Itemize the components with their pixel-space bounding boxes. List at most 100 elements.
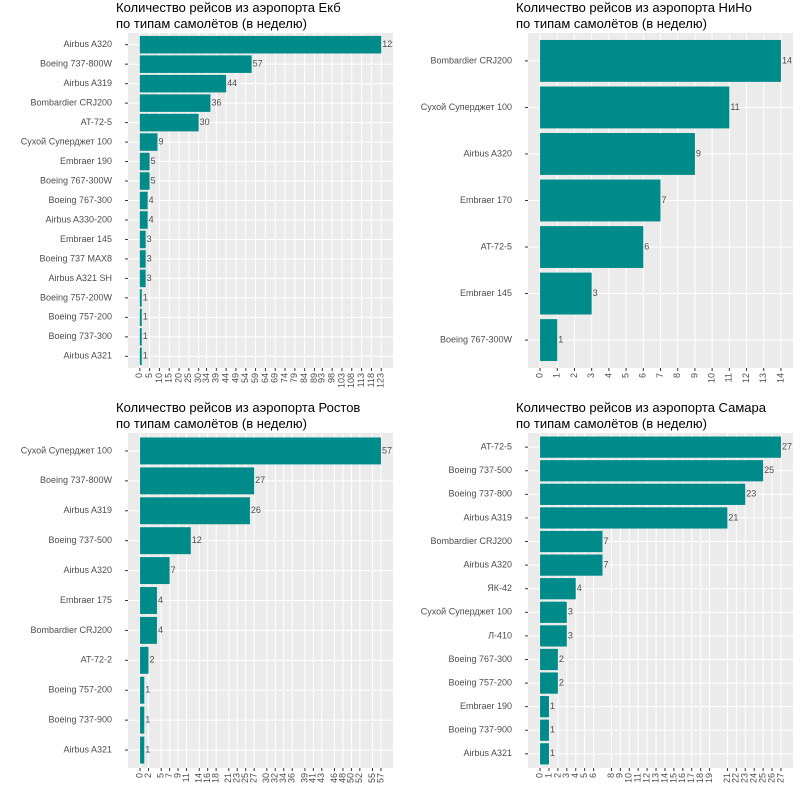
x-tick-label: 0 <box>534 373 544 378</box>
value-label: 2 <box>559 677 564 687</box>
x-tick-label: 108 <box>346 373 356 388</box>
x-tick-label: 0 <box>134 773 144 778</box>
x-tick-label: 12 <box>641 773 651 783</box>
value-label: 30 <box>200 117 210 127</box>
value-label: 1 <box>143 292 148 302</box>
bar <box>139 152 150 171</box>
y-tick-label: Airbus A321 SH <box>48 273 112 283</box>
y-tick-label: AT-72-5 <box>81 117 112 127</box>
chart-title: по типам самолётов (в неделю) <box>516 16 707 31</box>
bar <box>540 133 695 175</box>
value-label: 57 <box>253 59 263 69</box>
x-tick-label: 10 <box>624 773 634 783</box>
bar <box>140 437 381 465</box>
x-tick-label: 13 <box>650 773 660 783</box>
y-tick-label: Boeing 767-300W <box>40 175 113 185</box>
y-tick-label: Airbus A320 <box>463 148 512 158</box>
bar <box>140 497 250 525</box>
bar <box>540 272 592 315</box>
bar <box>540 601 567 623</box>
x-tick-label: 79 <box>289 373 299 383</box>
x-tick-label: 6 <box>638 373 648 378</box>
bar <box>139 172 150 190</box>
y-tick-label: ЯК-42 <box>487 583 512 593</box>
y-tick-label: AT-72-5 <box>481 241 512 251</box>
x-tick-label: 43 <box>316 773 326 783</box>
value-label: 123 <box>382 39 397 49</box>
y-tick-label: Boeing 767-300 <box>48 195 112 205</box>
y-tick-label: Airbus A319 <box>63 505 112 515</box>
chart-title: Количество рейсов из аэропорта Екб <box>116 0 341 15</box>
x-tick-label: 52 <box>354 773 364 783</box>
x-tick-label: 89 <box>309 373 319 383</box>
x-tick-label: 93 <box>317 373 327 383</box>
x-tick-label: 11 <box>633 773 643 782</box>
y-tick-label: Boeing 757-200W <box>40 292 113 302</box>
value-label: 7 <box>604 559 609 569</box>
x-tick-label: 15 <box>164 373 174 383</box>
y-tick-label: Embraer 145 <box>460 288 512 298</box>
y-tick-label: Airbus A320 <box>63 565 112 575</box>
y-tick-label: Boeing 757-200 <box>48 312 112 322</box>
value-label: 6 <box>644 241 649 251</box>
value-label: 3 <box>147 253 152 263</box>
bar <box>540 530 603 553</box>
x-tick-label: 64 <box>260 373 270 383</box>
bar <box>139 113 199 132</box>
x-tick-label: 98 <box>327 373 337 383</box>
chart-title: по типам самолётов (в неделю) <box>516 416 707 431</box>
bar <box>139 133 158 151</box>
y-tick-label: Boeing 767-300 <box>448 654 512 664</box>
x-tick-label: 0 <box>134 373 144 378</box>
y-tick-label: Boeing 737-300 <box>48 331 112 341</box>
x-tick-label: 59 <box>250 373 260 383</box>
value-label: 5 <box>151 175 156 185</box>
y-tick-label: Airbus A320 <box>463 559 512 569</box>
bar <box>540 86 730 129</box>
plot-area: 14 11 9 7 6 3 1 <box>528 39 793 362</box>
value-label: 1 <box>550 725 555 735</box>
value-label: 2 <box>559 654 564 664</box>
value-label: 27 <box>782 442 792 452</box>
x-tick-label: 14 <box>775 373 785 383</box>
y-tick-label: Airbus A321 <box>63 744 112 754</box>
value-label: 1 <box>143 312 148 322</box>
value-label: 2 <box>149 655 154 665</box>
y-tick-label: Bombardier CRJ200 <box>430 55 512 65</box>
bar <box>139 74 227 93</box>
x-tick-label: 50 <box>346 773 356 783</box>
value-label: 9 <box>158 136 163 146</box>
chart-panel: Количество рейсов из аэропорта Ростовпо … <box>21 400 393 783</box>
x-tick-label: 84 <box>299 373 309 383</box>
y-tick-label: Embraer 175 <box>60 595 112 605</box>
x-tick-label: 39 <box>299 773 309 783</box>
y-tick-label: Embraer 190 <box>460 701 512 711</box>
value-label: 1 <box>558 334 563 344</box>
bar <box>139 35 382 54</box>
x-tick-label: 32 <box>270 773 280 783</box>
y-tick-label: Airbus A319 <box>463 512 512 522</box>
x-tick-label: 27 <box>249 773 259 783</box>
value-label: 1 <box>145 685 150 695</box>
bar <box>139 191 148 210</box>
x-tick-label: 1 <box>552 373 562 378</box>
bar <box>139 250 146 268</box>
value-label: 1 <box>145 715 150 725</box>
bar <box>140 676 145 704</box>
x-tick-label: 3 <box>561 773 571 778</box>
x-tick-label: 21 <box>722 773 732 783</box>
x-tick-label: 2 <box>569 373 579 378</box>
value-label: 12 <box>192 535 202 545</box>
bar <box>140 706 145 734</box>
y-tick-label: Bombardier CRJ200 <box>30 97 112 107</box>
y-tick-label: Л-410 <box>488 630 512 640</box>
value-label: 1 <box>550 748 555 758</box>
value-label: 4 <box>577 583 582 593</box>
x-tick-label: 2 <box>143 773 153 778</box>
value-label: 3 <box>593 288 598 298</box>
x-tick-label: 18 <box>210 773 220 783</box>
y-tick-label: Bombardier CRJ200 <box>430 536 512 546</box>
x-tick-label: 3 <box>586 373 596 378</box>
